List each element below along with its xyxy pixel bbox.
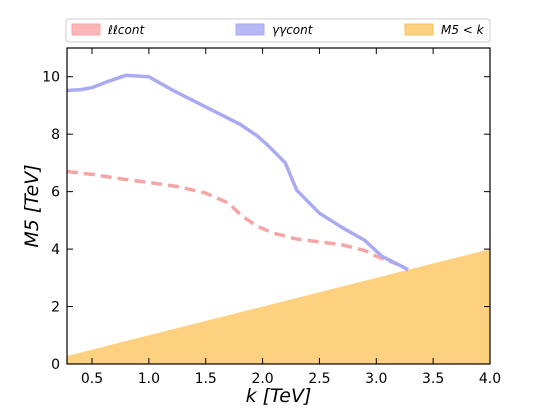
series-line-gg	[67, 73, 409, 272]
legend: ℓℓcont γγcont M5 < k	[65, 18, 491, 43]
legend-label-gg: γγcont	[272, 23, 314, 37]
x-axis-ticks: 0.5 1.0 1.5 2.0 2.5 3.0 3.5 4.0	[81, 48, 501, 387]
region-fill-0	[67, 249, 490, 364]
legend-swatch-region	[404, 23, 434, 36]
line-layer	[67, 73, 409, 272]
legend-label-ll: ℓℓcont	[107, 23, 145, 37]
x-tick-label: 2.0	[251, 371, 273, 387]
x-tick-label: 0.5	[81, 371, 103, 387]
x-tick-label: 2.5	[308, 371, 330, 387]
x-tick-label: 3.0	[365, 371, 387, 387]
x-tick-label: 4.0	[479, 371, 501, 387]
y-tick-label: 8	[51, 127, 60, 143]
y-axis-ticks: 0 2 4 6 8 10	[42, 70, 490, 373]
y-tick-label: 10	[42, 70, 60, 86]
x-axis-label: k [TeV]	[246, 385, 312, 407]
y-tick-label: 0	[51, 357, 60, 373]
region-layer	[67, 249, 490, 364]
series-line-ll	[67, 169, 409, 272]
y-tick-label: 6	[51, 185, 60, 201]
x-tick-label: 1.5	[195, 371, 217, 387]
y-tick-label: 4	[51, 242, 60, 258]
plot-frame	[66, 47, 491, 365]
legend-label-region: M5 < k	[441, 23, 485, 37]
y-axis-label: M5 [TeV]	[21, 164, 43, 247]
y-tick-label: 2	[51, 300, 60, 316]
legend-swatch-gg	[235, 23, 265, 36]
x-tick-label: 3.5	[422, 371, 444, 387]
legend-swatch-ll	[71, 23, 101, 36]
x-tick-label: 1.0	[138, 371, 160, 387]
legend-box	[65, 18, 491, 43]
